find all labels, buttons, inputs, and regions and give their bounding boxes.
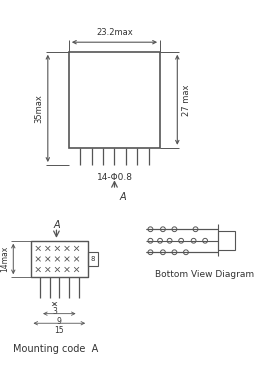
Text: 27 max: 27 max xyxy=(182,84,191,115)
Text: 15: 15 xyxy=(55,326,64,335)
Text: 3: 3 xyxy=(52,307,57,316)
Text: 23.2max: 23.2max xyxy=(96,29,133,37)
Bar xyxy=(88,252,98,266)
Bar xyxy=(69,52,160,148)
Bar xyxy=(217,231,235,250)
Text: 14max: 14max xyxy=(1,246,9,272)
Bar xyxy=(31,241,88,277)
Text: A: A xyxy=(53,220,60,230)
Text: Bottom View Diagram: Bottom View Diagram xyxy=(155,270,254,279)
Text: 35max: 35max xyxy=(34,94,43,123)
Text: A: A xyxy=(119,192,126,202)
Text: Mounting code  A: Mounting code A xyxy=(13,344,99,354)
Text: 14-Φ0.8: 14-Φ0.8 xyxy=(97,173,132,182)
Text: 9: 9 xyxy=(57,317,62,326)
Text: 8: 8 xyxy=(91,256,95,262)
